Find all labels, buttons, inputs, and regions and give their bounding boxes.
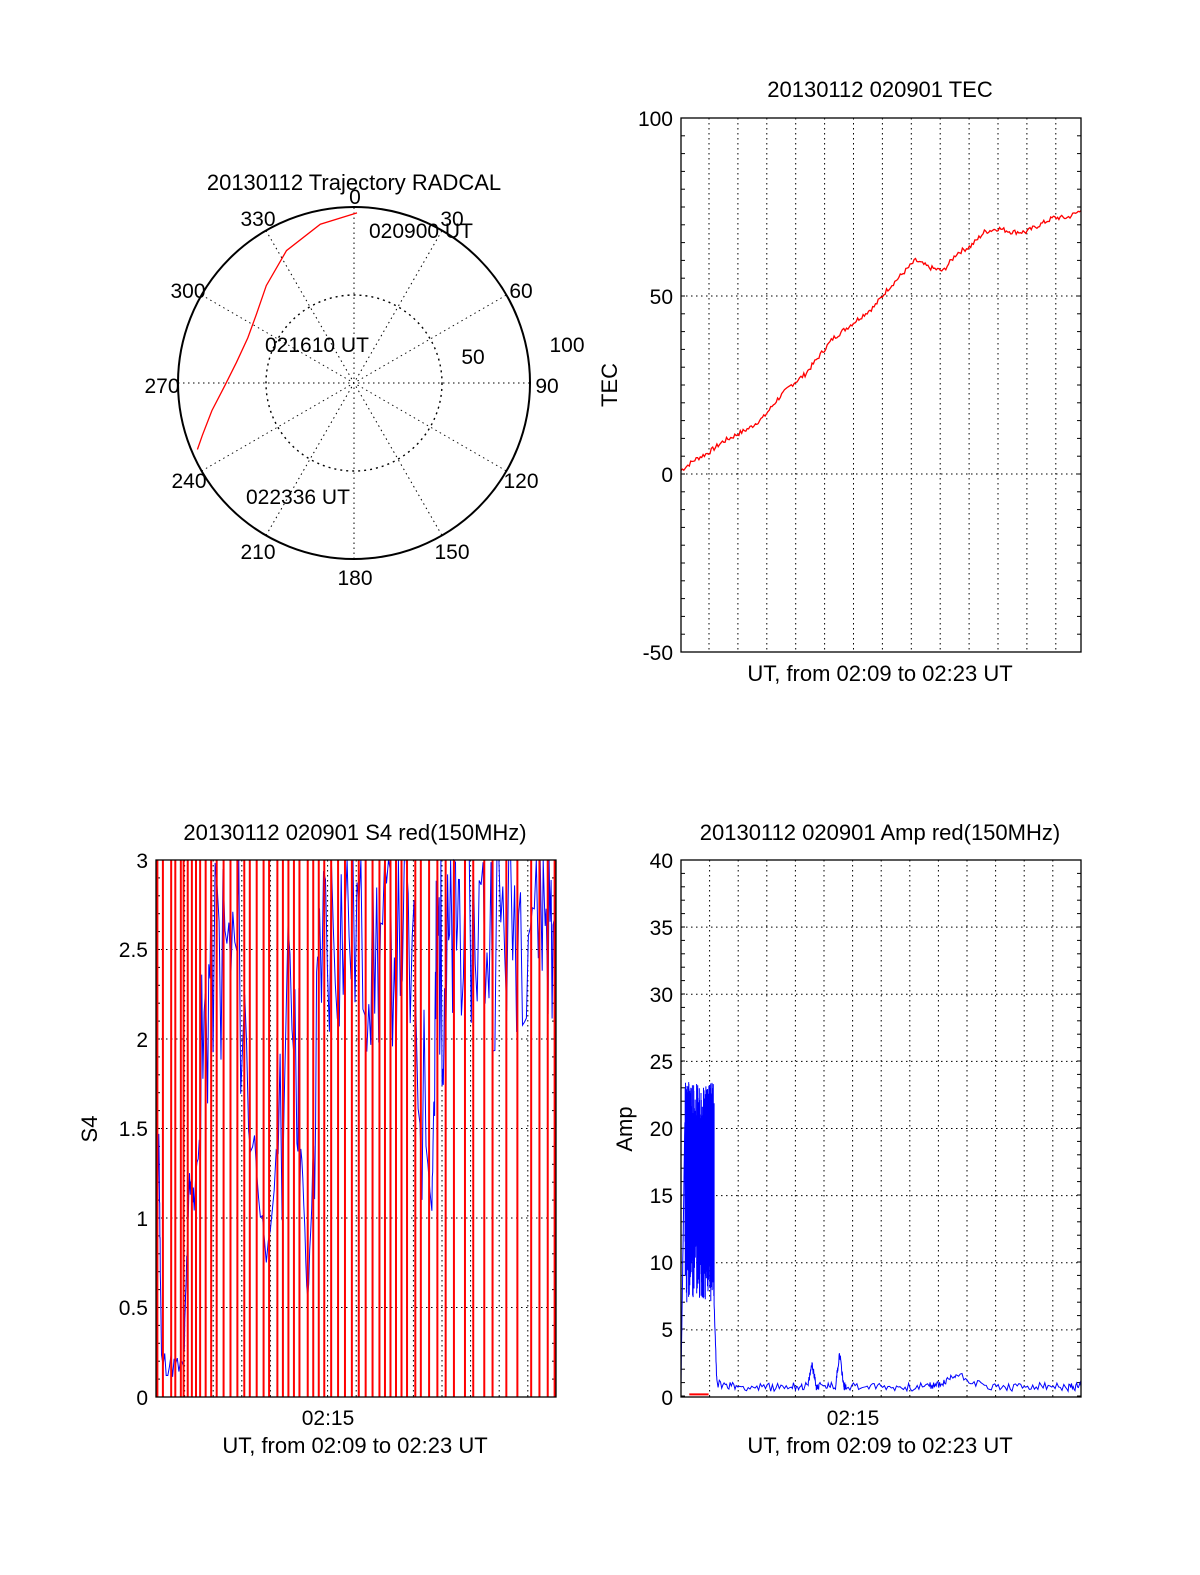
trajectory-line	[196, 212, 358, 450]
s4-ytick-3: 3	[136, 850, 148, 873]
polar-inner-circle	[265, 294, 443, 472]
amp-xlabel: UT, from 02:09 to 02:23 UT	[747, 1433, 1012, 1458]
amp-ytick-20: 20	[650, 1118, 673, 1141]
tec-ytick-0: 0	[661, 464, 673, 487]
polar-title: 20130112 Trajectory RADCAL	[207, 170, 501, 195]
amp-ytick-5: 5	[661, 1319, 673, 1342]
s4-ytick-1: 1	[136, 1208, 148, 1231]
polar-spoke	[265, 230, 443, 536]
s4-xtick-0215: 02:15	[302, 1407, 355, 1430]
s4-title: 20130112 020901 S4 red(150MHz)	[183, 820, 526, 845]
tec-ytick-50: 50	[650, 286, 673, 309]
tec-xlabel: UT, from 02:09 to 02:23 UT	[747, 661, 1012, 686]
angle-label-60: 60	[509, 280, 532, 303]
angle-label-150: 150	[434, 541, 469, 564]
s4-ytick-2: 2	[136, 1029, 148, 1052]
tec-ytick-minus50: -50	[643, 642, 673, 665]
tec-plot: 20130112 020901 TEC 100 50 0 -50 TEC UT,…	[597, 77, 1082, 686]
polar-outer-circle	[177, 206, 531, 560]
s4-red-spikes	[156, 860, 556, 1397]
amp-ytick-15: 15	[650, 1185, 673, 1208]
amp-ytick-30: 30	[650, 984, 673, 1007]
amp-ytick-10: 10	[650, 1252, 673, 1275]
annotation-end-time: 022336 UT	[246, 486, 350, 509]
angle-label-240: 240	[171, 470, 206, 493]
angle-label-120: 120	[503, 470, 538, 493]
s4-ytick-2-5: 2.5	[119, 939, 148, 962]
amp-ytick-0: 0	[661, 1387, 673, 1410]
amp-blue-series	[680, 1082, 1082, 1393]
tec-ytick-100: 100	[638, 108, 673, 131]
annotation-start-time: 020900 UT	[369, 220, 473, 243]
s4-ytick-0-5: 0.5	[119, 1297, 148, 1320]
amp-grid	[681, 860, 1081, 1397]
annotation-mid-time: 021610 UT	[265, 334, 369, 357]
amp-ytick-25: 25	[650, 1051, 673, 1074]
s4-plot: 20130112 020901 S4 red(150MHz) 3 2.5 2 1…	[77, 820, 557, 1458]
angle-label-30: 30	[440, 208, 463, 231]
amp-ylabel: Amp	[612, 1106, 637, 1151]
amp-ytick-35: 35	[650, 917, 673, 940]
tec-minor-ticks	[681, 117, 1081, 653]
angle-label-90: 90	[535, 375, 558, 398]
angle-label-0: 0	[349, 186, 361, 209]
angle-label-270: 270	[144, 375, 179, 398]
polar-trajectory-plot: 20130112 Trajectory RADCAL 0 30 60 90 12…	[144, 170, 584, 590]
radial-label-50: 50	[461, 346, 484, 369]
amp-ytick-40: 40	[650, 850, 673, 873]
s4-axes-frame	[155, 859, 557, 1398]
s4-xlabel: UT, from 02:09 to 02:23 UT	[222, 1433, 487, 1458]
s4-ylabel: S4	[77, 1116, 102, 1143]
radial-label-100: 100	[549, 334, 584, 357]
angle-label-300: 300	[170, 280, 205, 303]
tec-axes-frame	[680, 117, 1082, 653]
angle-label-330: 330	[240, 208, 275, 231]
s4-ytick-0: 0	[136, 1387, 148, 1410]
amp-plot: 20130112 020901 Amp red(150MHz) 40 35 30…	[612, 820, 1082, 1458]
amp-xtick-0215: 02:15	[827, 1407, 880, 1430]
angle-label-180: 180	[337, 567, 372, 590]
s4-ytick-1-5: 1.5	[119, 1118, 148, 1141]
tec-title: 20130112 020901 TEC	[767, 77, 993, 102]
amp-axes-frame	[680, 859, 1082, 1398]
tec-grid	[681, 118, 1081, 652]
polar-grid	[178, 207, 530, 559]
tec-ylabel: TEC	[597, 363, 622, 407]
amp-title: 20130112 020901 Amp red(150MHz)	[700, 820, 1060, 845]
tec-series-line	[680, 210, 1082, 472]
angle-label-210: 210	[240, 541, 275, 564]
